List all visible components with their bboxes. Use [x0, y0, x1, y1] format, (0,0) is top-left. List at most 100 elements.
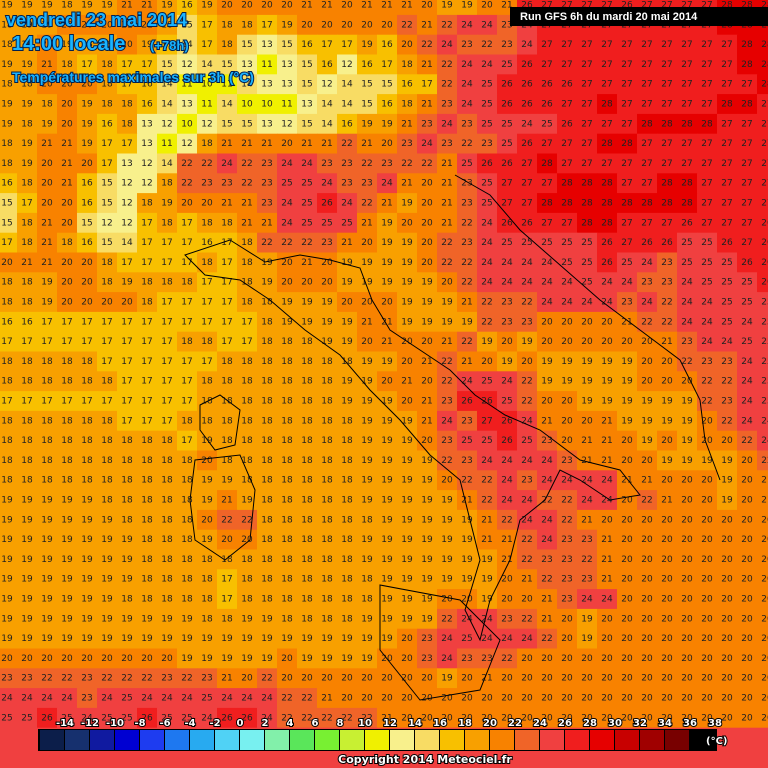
cell	[677, 153, 698, 174]
cell	[17, 74, 38, 95]
cell	[237, 74, 258, 95]
cell-value: 21	[321, 694, 332, 704]
cell	[737, 153, 758, 174]
cell	[217, 54, 238, 75]
cell-value: 21	[661, 337, 672, 347]
cell-value: 18	[21, 278, 33, 288]
cell	[317, 470, 338, 491]
cell	[177, 351, 198, 372]
cell-value: 24	[481, 634, 493, 644]
cell-value: 25	[761, 397, 768, 407]
cell	[697, 252, 718, 273]
cell	[97, 272, 118, 293]
cell-value: 26	[601, 238, 613, 248]
cell-value: 18	[401, 100, 413, 110]
cell	[697, 292, 718, 313]
cell	[377, 410, 398, 432]
cell-value: 19	[361, 654, 373, 664]
cell-value: 26	[741, 258, 753, 268]
cell	[457, 331, 478, 352]
cell-value: 26	[521, 139, 533, 149]
cell-value: 18	[281, 575, 293, 585]
cell	[337, 153, 358, 174]
cell	[557, 331, 578, 352]
cell-value: 24	[761, 436, 768, 446]
cell	[117, 470, 138, 491]
cell	[517, 371, 538, 392]
cell	[497, 193, 518, 214]
legend-label: -14	[56, 718, 74, 729]
cell-value: 15	[301, 119, 312, 129]
cell	[297, 133, 318, 154]
cell-value: 27	[601, 80, 612, 90]
cell-value: 23	[441, 436, 452, 446]
cell	[37, 74, 58, 95]
cell	[77, 94, 98, 115]
cell-value: 19	[561, 377, 573, 387]
cell-value: 18	[161, 515, 173, 525]
cell	[257, 54, 278, 75]
cell-value: 20	[241, 1, 253, 11]
cell	[637, 34, 658, 55]
cell	[177, 430, 198, 451]
cell	[117, 74, 138, 95]
cell-value: 24	[521, 278, 533, 288]
cell	[497, 391, 518, 412]
cell	[617, 153, 638, 174]
cell	[317, 153, 338, 174]
cell-value: 15	[381, 80, 392, 90]
cell-value: 25	[721, 258, 732, 268]
cell	[277, 450, 298, 471]
cell	[17, 212, 38, 234]
cell	[237, 14, 258, 36]
cell-value: 19	[441, 535, 453, 545]
cell	[757, 351, 768, 372]
cell	[197, 0, 218, 16]
cell-value: 18	[41, 456, 53, 466]
cell	[577, 311, 598, 333]
cell-value: 20	[101, 298, 113, 308]
cell-value: 17	[101, 337, 112, 347]
cell-value: 19	[241, 614, 253, 624]
cell	[157, 113, 178, 135]
cell	[497, 212, 518, 234]
cell-value: 22	[521, 614, 532, 624]
cell	[597, 272, 618, 293]
cell-value: 20	[661, 515, 673, 525]
cell-value: 17	[121, 397, 132, 407]
cell-value: 27	[561, 159, 572, 169]
cell-value: 18	[221, 397, 233, 407]
cell	[117, 252, 138, 273]
cell-value: 19	[341, 654, 353, 664]
cell	[297, 94, 318, 115]
cell	[637, 391, 658, 412]
cell-value: 20	[621, 614, 633, 624]
cell	[297, 113, 318, 135]
cell-value: 22	[41, 674, 52, 684]
cell-value: 18	[161, 575, 173, 585]
cell	[357, 311, 378, 333]
cell-value: 20	[741, 614, 753, 624]
cell-value: 18	[101, 436, 113, 446]
cell-value: 20	[561, 674, 573, 684]
cell	[577, 173, 598, 194]
cell-value: 19	[61, 634, 73, 644]
cell	[37, 351, 58, 372]
cell	[437, 391, 458, 412]
cell-value: 20	[421, 436, 433, 446]
cell	[397, 450, 418, 471]
cell-value: 19	[21, 139, 33, 149]
cell	[337, 450, 358, 471]
legend-label: 10	[358, 718, 372, 729]
cell-value: 18	[141, 199, 153, 209]
cell-value: 24	[421, 139, 433, 149]
cell	[457, 14, 478, 36]
cell-value: 20	[641, 614, 653, 624]
cell	[177, 34, 198, 55]
cell	[577, 351, 598, 372]
legend-label: 14	[408, 718, 422, 729]
cell-value: 22	[341, 139, 352, 149]
cell	[17, 173, 38, 194]
cell	[57, 54, 78, 75]
cell	[437, 212, 458, 234]
